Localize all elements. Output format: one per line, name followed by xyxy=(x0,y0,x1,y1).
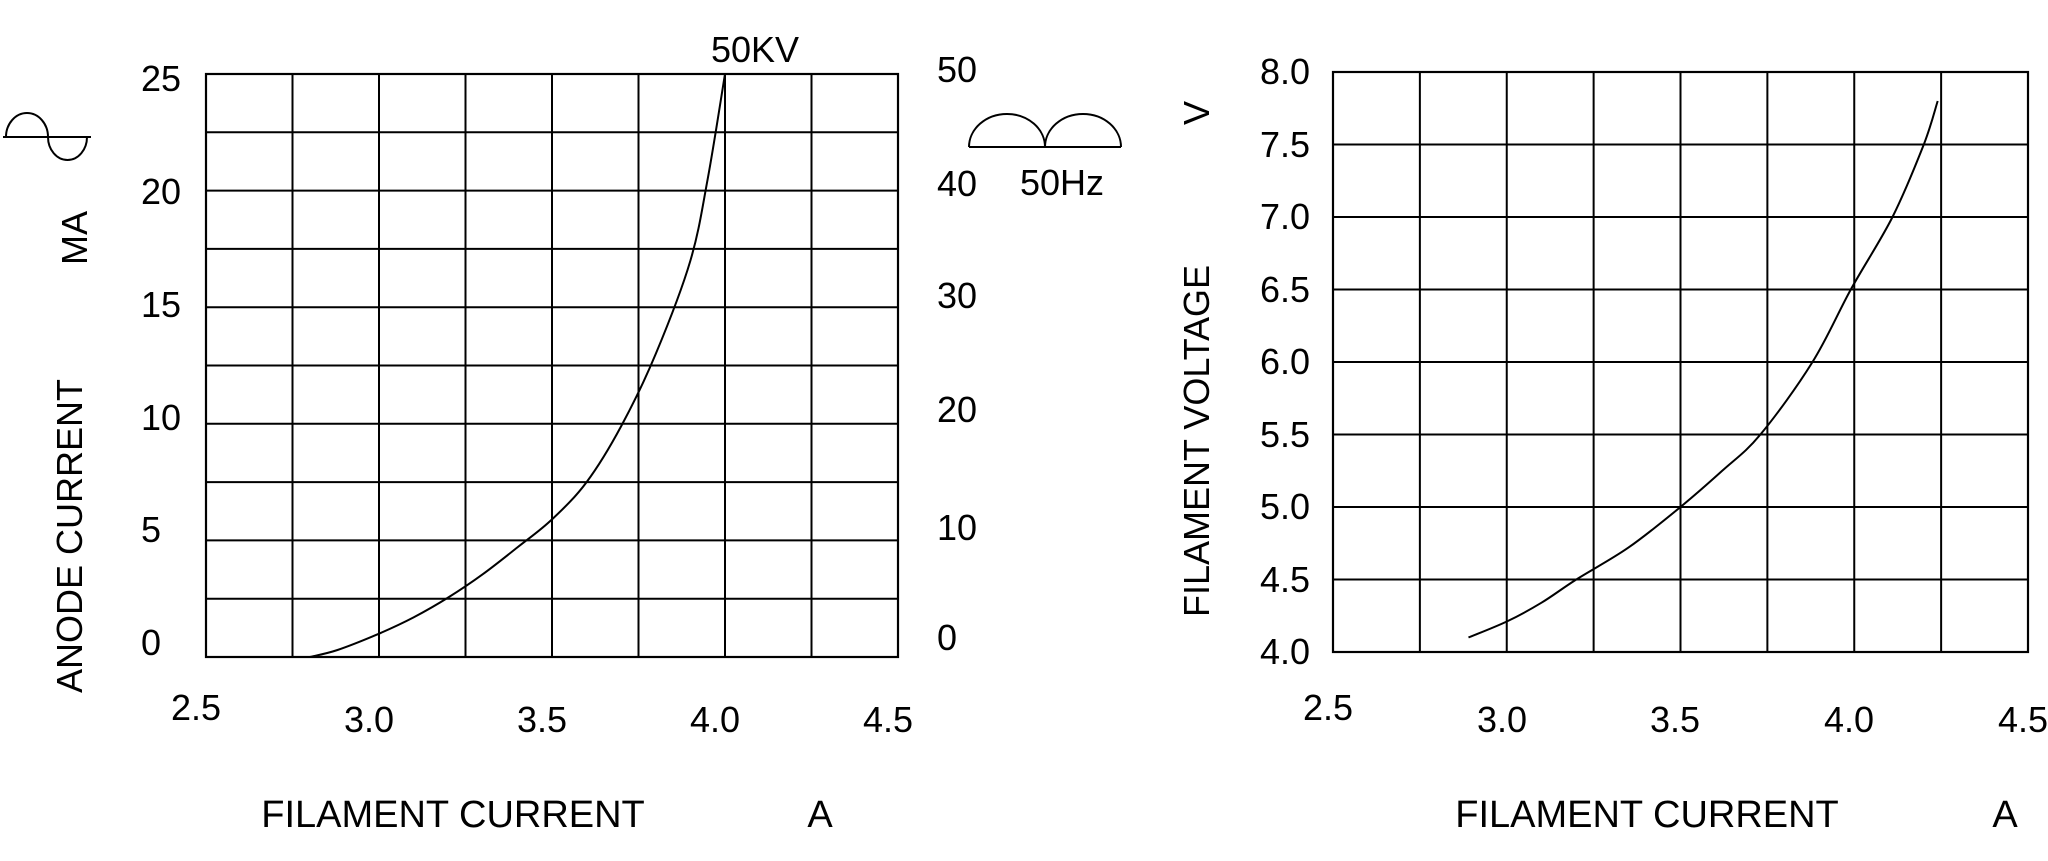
x-tick-label: 2.5 xyxy=(1302,687,1354,728)
y-tick-label: 8.0 xyxy=(1259,51,1310,92)
y-tick-label: 6.0 xyxy=(1259,341,1310,382)
y-axis-unit-ma: MA xyxy=(54,211,95,265)
x-tick-label: 4.5 xyxy=(862,699,914,740)
x-tick-label: 4.5 xyxy=(1997,699,2048,740)
ac-sine-wave-icon xyxy=(3,112,91,161)
y-tick-label: 30 xyxy=(937,275,978,316)
y-tick-label: 20 xyxy=(937,389,978,430)
y-tick-label: 40 xyxy=(937,163,978,204)
y-tick-label: 5.5 xyxy=(1259,413,1310,455)
data-curve-filament xyxy=(1468,100,1939,639)
x-tick-label: 3.0 xyxy=(343,699,395,740)
y-axis-label-anode-current: ANODE CURRENT xyxy=(49,378,90,694)
label-50hz: 50Hz xyxy=(1020,162,1105,203)
y-axis-label-filament-voltage: FILAMENT VOLTAGE xyxy=(1176,264,1217,618)
x-tick-label: 3.0 xyxy=(1476,699,1528,740)
x-axis-unit-a-1: A xyxy=(807,794,833,836)
y-tick-label: 7.5 xyxy=(1259,123,1310,165)
x-tick-label: 4.0 xyxy=(1823,699,1875,740)
annotation-50kv: 50KV xyxy=(710,29,800,70)
y-tick-label: 10 xyxy=(141,397,182,438)
y-tick-label: 4.0 xyxy=(1259,631,1310,672)
x-tick-label: 4.0 xyxy=(689,699,741,740)
x-tick-label: 3.5 xyxy=(516,699,568,740)
y-tick-label: 0 xyxy=(937,617,958,658)
y-tick-label: 4.5 xyxy=(1259,558,1310,600)
full-wave-rectified-icon xyxy=(968,113,1122,148)
y-tick-label: 5 xyxy=(141,509,162,550)
y-tick-label: 7.0 xyxy=(1259,196,1310,237)
x-tick-label: 3.5 xyxy=(1649,699,1701,740)
y-tick-label: 10 xyxy=(937,507,978,548)
plot-border xyxy=(204,72,900,659)
x-tick-label: 2.5 xyxy=(170,687,222,728)
y-tick-label: 20 xyxy=(141,171,182,212)
plot-border xyxy=(1331,70,2030,654)
y-tick-label: 50 xyxy=(937,49,978,90)
y-tick-label: 6.5 xyxy=(1259,268,1310,310)
y-tick-label: 25 xyxy=(141,58,182,99)
x-axis-label-filament-current-1: FILAMENT CURRENT xyxy=(261,794,645,836)
data-curve-anode xyxy=(309,73,726,658)
x-axis-unit-a-2: A xyxy=(1992,794,2018,836)
y-axis-unit-v: V xyxy=(1176,100,1217,126)
y-tick-label: 5.0 xyxy=(1259,486,1310,527)
y-tick-label: 15 xyxy=(141,284,182,325)
x-axis-label-filament-current-2: FILAMENT CURRENT xyxy=(1455,794,1839,836)
y-tick-label: 0 xyxy=(141,622,162,663)
